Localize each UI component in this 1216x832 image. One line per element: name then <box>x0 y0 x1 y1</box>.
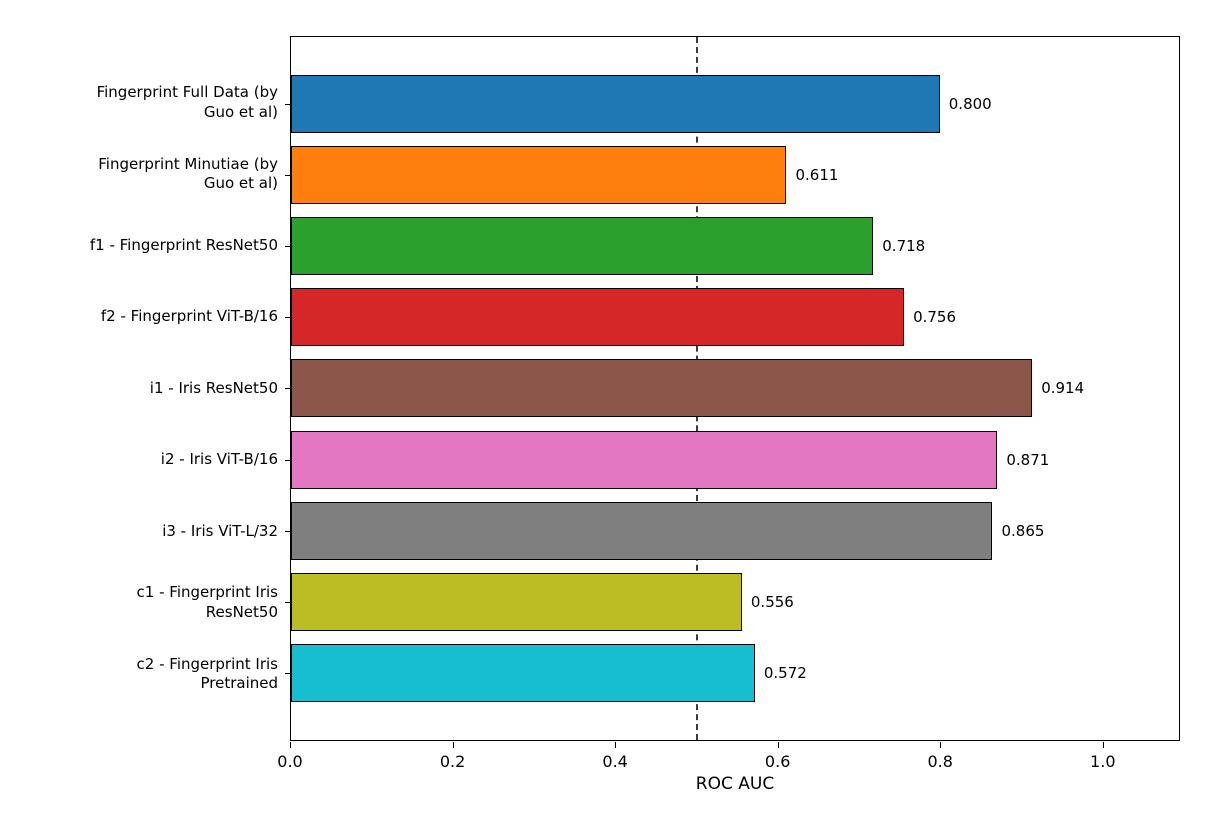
bar-row: 0.556 <box>285 567 1179 638</box>
y-axis-labels: Fingerprint Full Data (by Guo et al) Finge… <box>14 67 278 710</box>
bar-row: 0.756 <box>285 282 1179 353</box>
bars-container: 0.800 0.611 0.718 0.756 0.914 0.871 0.865 0.556… <box>285 37 1179 740</box>
bar <box>291 288 905 347</box>
y-tick-label: i1 - Iris ResNet50 <box>149 378 278 397</box>
bar-value-label: 0.914 <box>1041 379 1085 398</box>
plot-area: 0.800 0.611 0.718 0.756 0.914 0.871 0.865 0.556… <box>285 36 1180 741</box>
y-tick-label: i2 - Iris ViT-B/16 <box>160 450 278 469</box>
y-tick-label: Fingerprint Full Data (by Guo et al) <box>96 83 278 121</box>
bar-value-label: 0.756 <box>913 308 957 327</box>
y-tick-mark <box>285 388 290 390</box>
bar-row: 0.800 <box>285 68 1179 139</box>
y-tick-label: f2 - Fingerprint ViT-B/16 <box>100 307 278 326</box>
bar <box>291 74 940 133</box>
y-tick-label: c1 - Fingerprint Iris ResNet50 <box>136 583 278 621</box>
y-tick-mark <box>285 317 290 319</box>
x-tick-mark <box>1102 742 1104 748</box>
bar-value-label: 0.871 <box>1006 450 1050 469</box>
bar-row: 0.572 <box>285 638 1179 709</box>
y-tick-mark <box>285 459 290 461</box>
x-tick-mark <box>290 742 291 748</box>
y-tick-mark <box>285 103 290 105</box>
bar-value-label: 0.865 <box>1001 521 1045 540</box>
bar-value-label: 0.800 <box>948 94 992 113</box>
x-tick-mark <box>940 742 942 748</box>
y-tick-label: Fingerprint Minutiae (by Guo et al) <box>98 154 278 193</box>
bar-value-label: 0.611 <box>795 165 839 184</box>
bar-row: 0.718 <box>285 210 1179 281</box>
x-tick-label: 0.6 <box>764 752 791 771</box>
x-tick-mark <box>615 742 617 748</box>
bar <box>291 359 1033 418</box>
bar <box>291 501 993 560</box>
y-tick-label: i3 - Iris ViT-L/32 <box>162 521 278 540</box>
y-tick-mark <box>285 246 290 248</box>
x-axis-label: ROC AUC <box>695 774 775 794</box>
x-tick-label: 0.8 <box>927 752 953 771</box>
y-tick-label: c2 - Fingerprint Iris Pretrained <box>136 654 278 693</box>
bar-value-label: 0.572 <box>763 664 807 683</box>
y-tick-mark <box>285 530 290 532</box>
bar <box>291 644 755 703</box>
bar-row: 0.865 <box>285 495 1179 566</box>
y-tick-mark <box>285 602 290 604</box>
x-tick-label: 0.0 <box>277 752 303 771</box>
bar-row: 0.611 <box>285 139 1179 210</box>
bar <box>291 573 742 632</box>
x-tick-mark <box>777 742 779 748</box>
x-tick-label: 0.2 <box>439 752 466 771</box>
y-tick-mark <box>285 174 290 176</box>
bar-row: 0.871 <box>285 424 1179 495</box>
bar-value-label: 0.556 <box>750 593 794 612</box>
x-tick-label: 0.4 <box>602 752 628 771</box>
y-tick-mark <box>285 673 290 675</box>
bar-value-label: 0.718 <box>882 237 926 256</box>
bar <box>291 145 787 204</box>
x-tick-mark <box>452 742 454 748</box>
bar <box>291 430 998 489</box>
bar-row: 0.914 <box>285 353 1179 424</box>
y-tick-label: f1 - Fingerprint ResNet50 <box>89 235 278 254</box>
x-tick-label: 1.0 <box>1090 752 1116 771</box>
bar <box>291 217 874 276</box>
